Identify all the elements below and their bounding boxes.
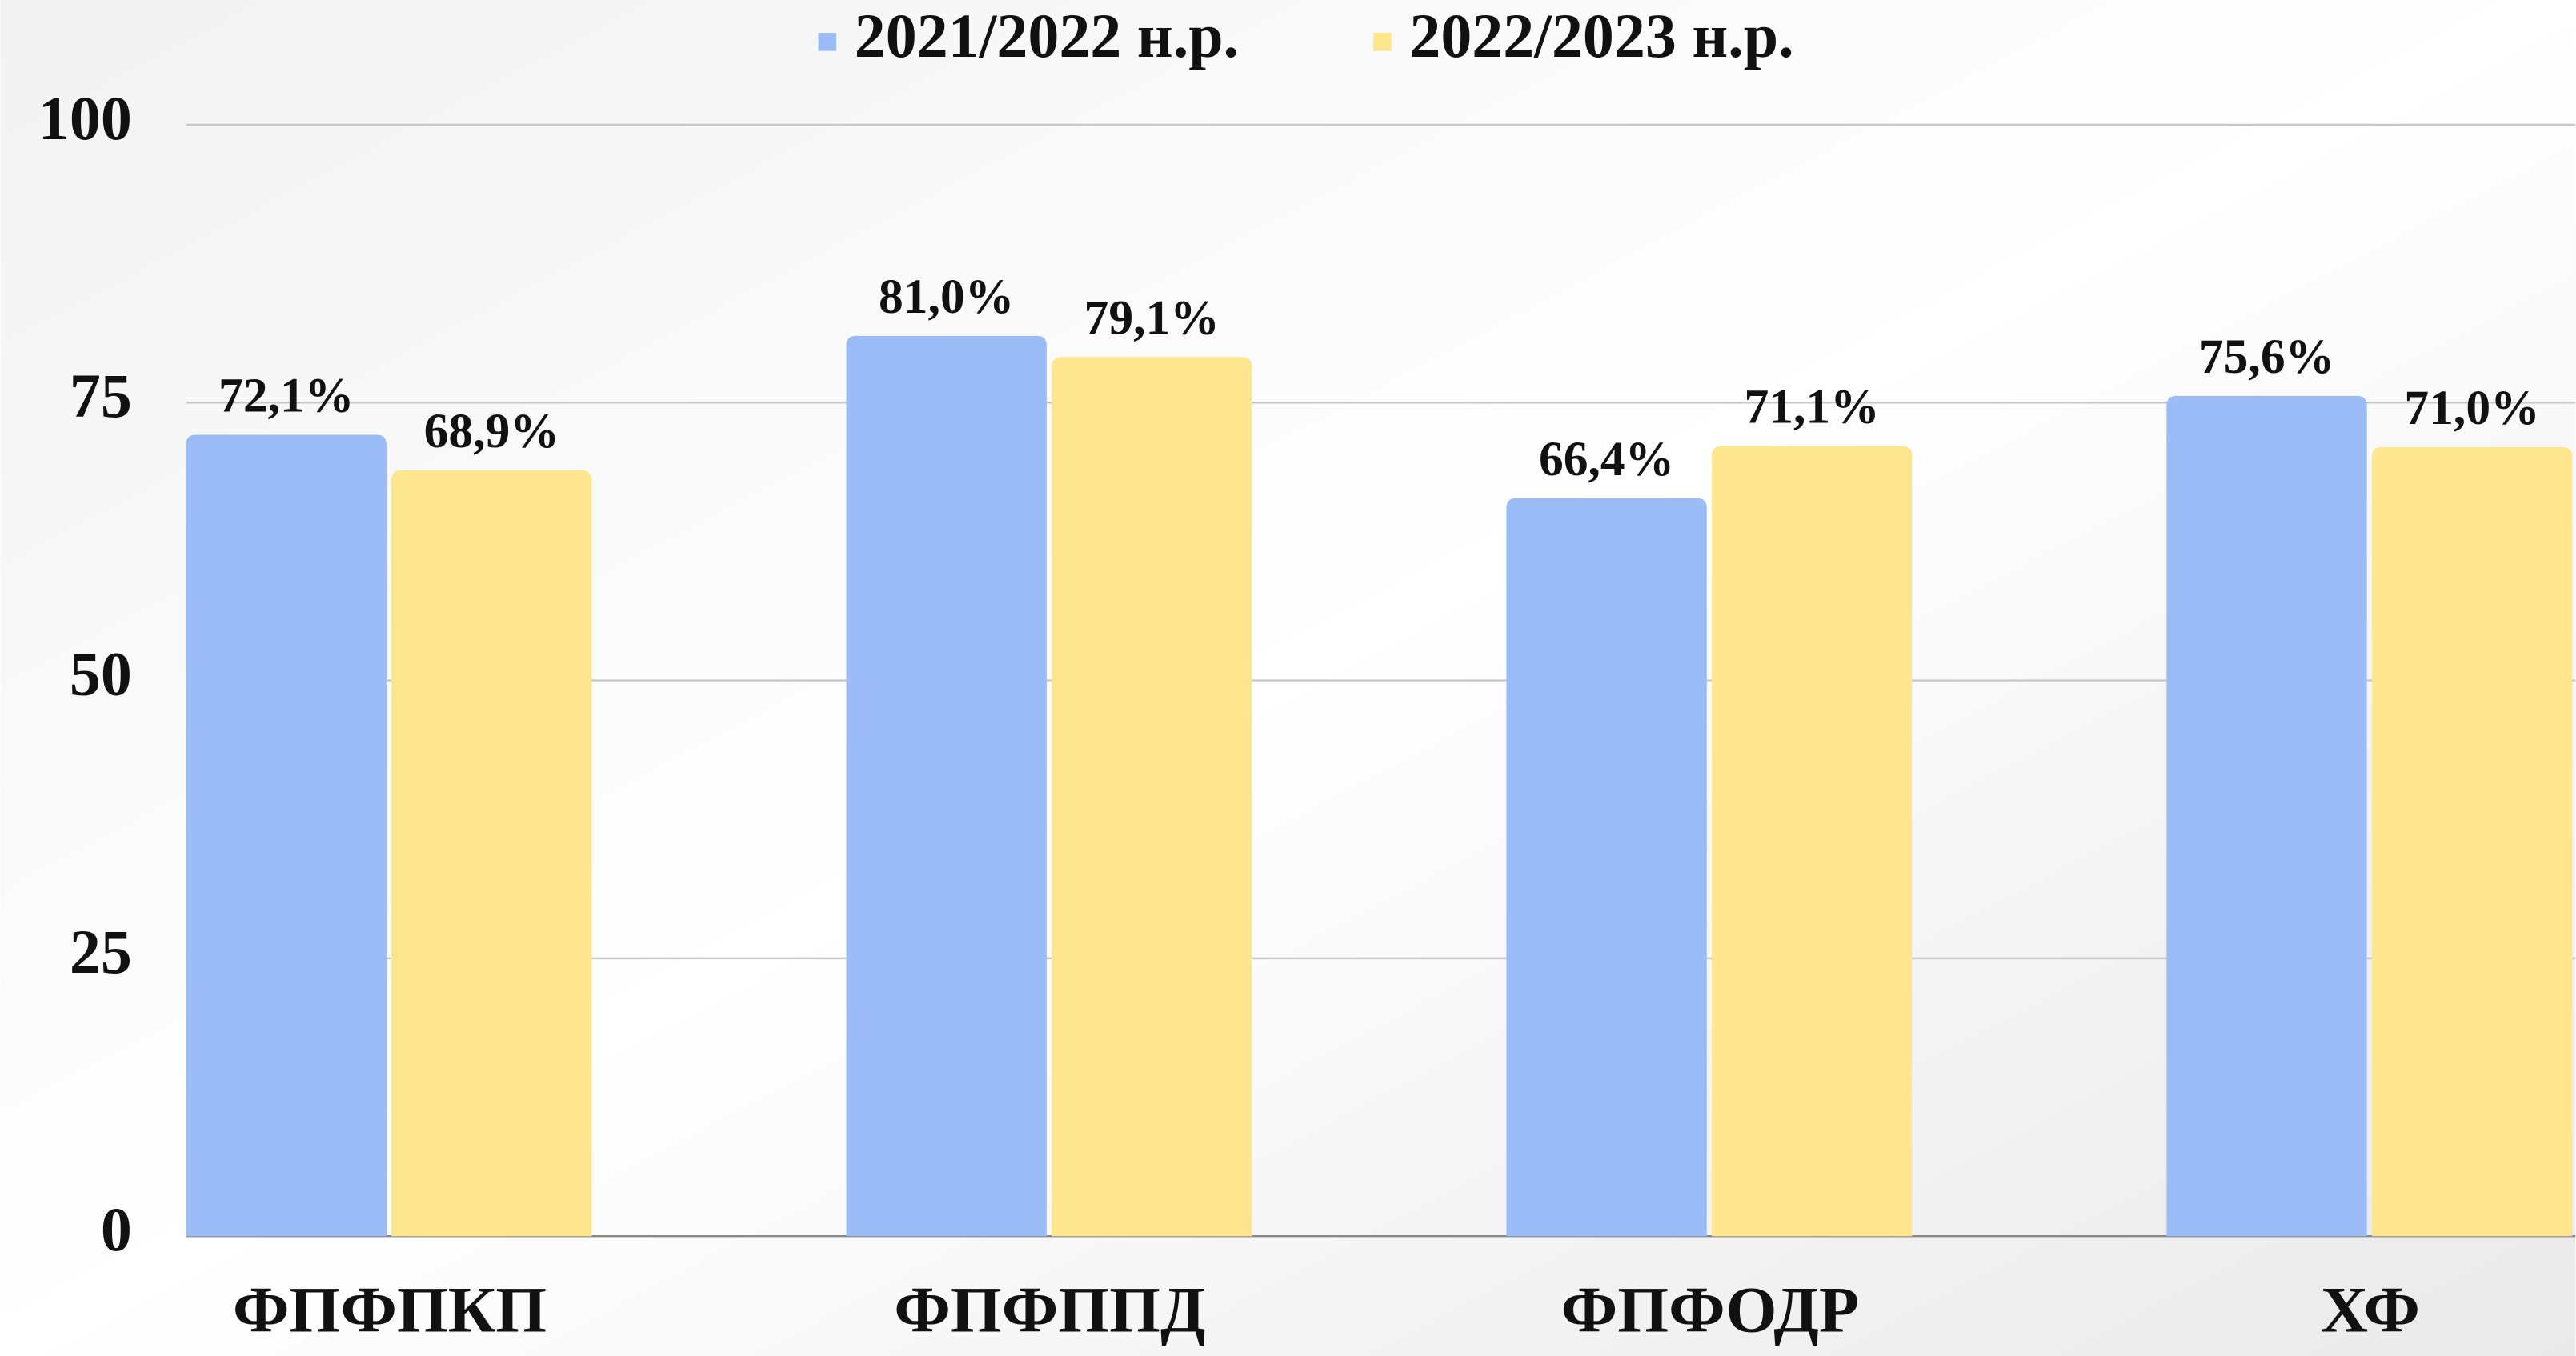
data-label: 68,9% — [424, 404, 559, 458]
y-tick-label: 0 — [101, 1195, 132, 1264]
data-label: 75,6% — [2199, 330, 2334, 384]
x-tick-label: ФПФОДР — [1561, 1274, 1859, 1346]
bar — [1711, 446, 1913, 1237]
bar — [846, 335, 1047, 1237]
data-label: 72,1% — [218, 369, 354, 423]
legend-swatch — [818, 33, 837, 51]
legend-label: 2022/2023 н.р. — [1409, 2, 1793, 70]
bar — [1052, 357, 1252, 1237]
y-tick-label: 50 — [70, 639, 132, 708]
data-label: 71,1% — [1744, 379, 1879, 434]
bar — [186, 434, 387, 1237]
legend-swatch — [1373, 33, 1392, 51]
legend-label: 2021/2022 н.р. — [855, 2, 1239, 70]
x-tick-label: ФПФПКП — [233, 1274, 547, 1346]
data-label: 79,1% — [1084, 290, 1220, 345]
bar — [1506, 498, 1707, 1237]
bar — [2371, 446, 2573, 1237]
y-tick-label: 25 — [70, 918, 132, 986]
bar — [391, 470, 592, 1237]
y-tick-label: 100 — [38, 84, 132, 153]
data-label: 71,0% — [2404, 381, 2539, 435]
data-label: 81,0% — [879, 270, 1014, 324]
y-tick-label: 75 — [70, 362, 132, 430]
x-tick-label: ФПФППД — [894, 1274, 1205, 1346]
x-tick-label: ХФ — [2321, 1274, 2420, 1346]
bar — [2166, 395, 2367, 1237]
data-label: 66,4% — [1539, 432, 1674, 486]
